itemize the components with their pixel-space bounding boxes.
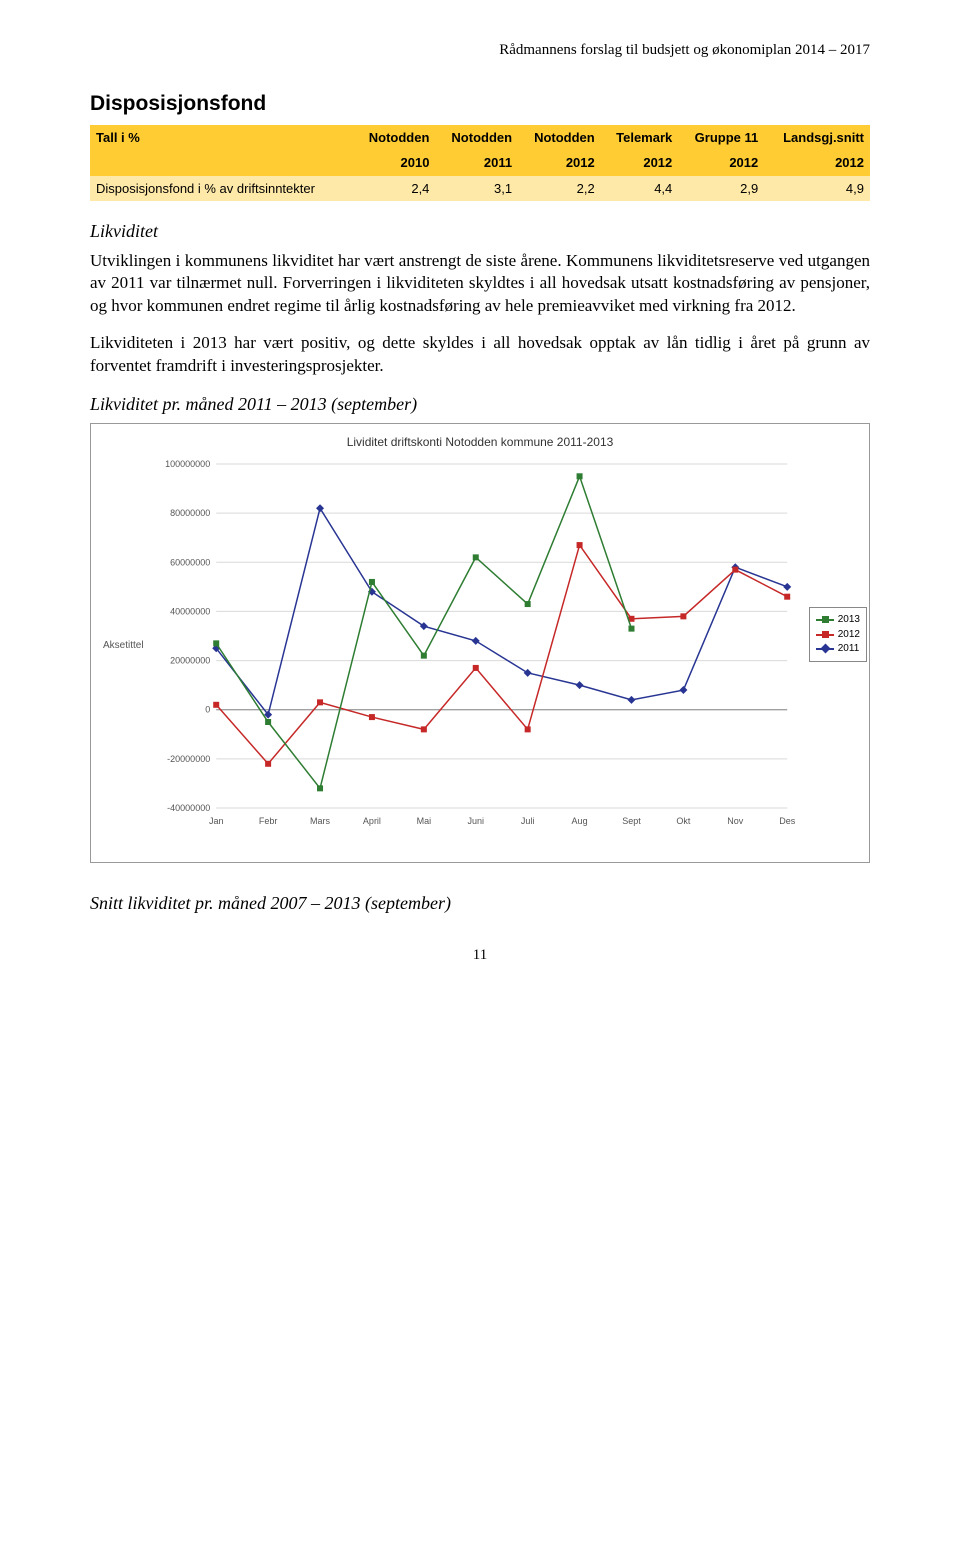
page-header: Rådmannens forslag til budsjett og økono… (90, 40, 870, 60)
svg-text:Mars: Mars (310, 816, 330, 826)
svg-text:Juli: Juli (520, 816, 534, 826)
plot-area: -40000000 -20000000 0 20000000 40000000 60000… (146, 456, 857, 836)
svg-text:Mai: Mai (416, 816, 431, 826)
chart-legend: 201320122011 (809, 607, 867, 662)
svg-text:Sept: Sept (622, 816, 641, 826)
svg-text:0: 0 (205, 704, 210, 714)
svg-text:Febr: Febr (258, 816, 277, 826)
liquidity-chart: Lividitet driftskonti Notodden kommune 2… (90, 423, 870, 863)
footer-heading: Snitt likviditet pr. måned 2007 – 2013 (… (90, 891, 870, 915)
section-title: Disposisjonsfond (90, 90, 870, 118)
svg-text:April: April (363, 816, 381, 826)
table-header-row1: Tall i % Notodden Notodden Notodden Tele… (90, 125, 870, 151)
table-header-row2: 2010 2011 2012 2012 2012 2012 (90, 150, 870, 176)
svg-text:80000000: 80000000 (170, 508, 210, 518)
svg-text:60000000: 60000000 (170, 557, 210, 567)
svg-text:20000000: 20000000 (170, 655, 210, 665)
chart-heading: Likviditet pr. måned 2011 – 2013 (septem… (90, 392, 870, 416)
disposisjonsfond-table: Tall i % Notodden Notodden Notodden Tele… (90, 125, 870, 202)
svg-text:-40000000: -40000000 (167, 803, 210, 813)
page-number: 11 (90, 945, 870, 965)
likviditet-heading: Likviditet (90, 219, 870, 243)
svg-text:40000000: 40000000 (170, 606, 210, 616)
svg-text:Okt: Okt (676, 816, 691, 826)
svg-text:100000000: 100000000 (165, 459, 210, 469)
svg-text:Aug: Aug (571, 816, 587, 826)
y-axis-label: Aksetittel (103, 456, 146, 836)
paragraph-2: Likviditeten i 2013 har vært positiv, og… (90, 332, 870, 378)
paragraph-1: Utviklingen i kommunens likviditet har v… (90, 250, 870, 319)
svg-text:Juni: Juni (467, 816, 484, 826)
table-row-label: Tall i % (90, 125, 353, 151)
table-data-row: Disposisjonsfond i % av driftsinntekter … (90, 176, 870, 202)
svg-text:Nov: Nov (727, 816, 744, 826)
svg-text:-20000000: -20000000 (167, 754, 210, 764)
chart-svg: -40000000 -20000000 0 20000000 40000000 60000… (146, 456, 857, 836)
svg-text:Jan: Jan (209, 816, 224, 826)
svg-text:Des: Des (779, 816, 796, 826)
chart-title: Lividitet driftskonti Notodden kommune 2… (103, 434, 857, 450)
